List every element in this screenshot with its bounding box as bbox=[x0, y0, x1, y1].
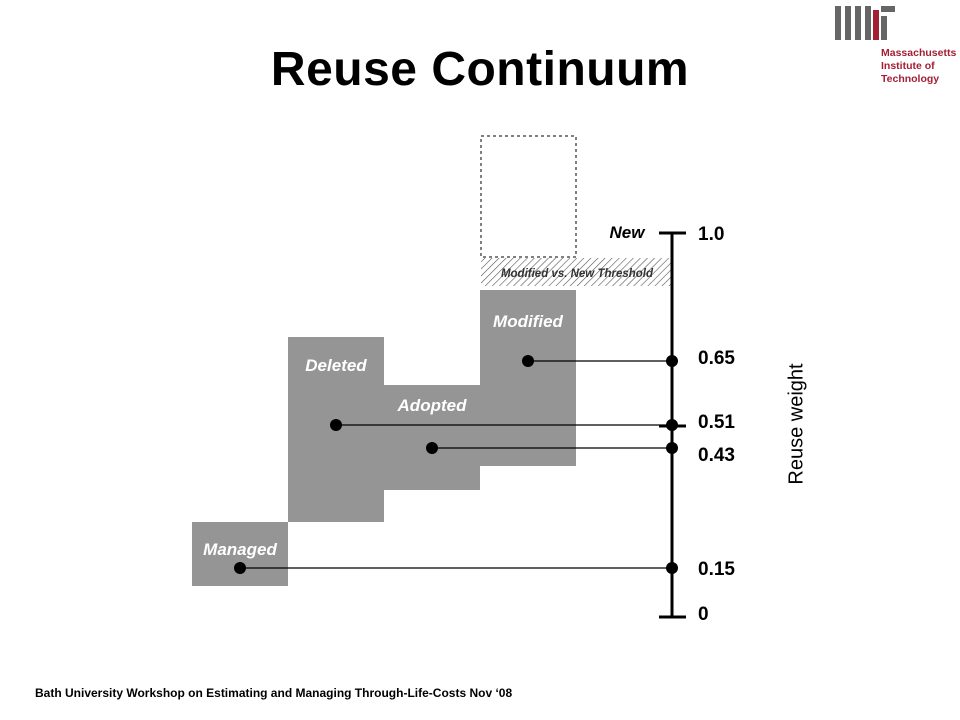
threshold-band bbox=[481, 258, 672, 286]
axis-dot-015 bbox=[666, 562, 678, 574]
managed-label: Managed bbox=[203, 540, 277, 559]
managed-box bbox=[192, 522, 288, 586]
weight-label-modified: 0.65 bbox=[698, 348, 735, 369]
threshold-label: Modified vs. New Threshold bbox=[501, 268, 654, 280]
axis-dot-051 bbox=[666, 419, 678, 431]
logo-line-1: Massachusetts bbox=[881, 47, 957, 59]
adopted-dot bbox=[426, 442, 438, 454]
weight-label-deleted: 0.51 bbox=[698, 412, 735, 433]
modified-box bbox=[480, 290, 576, 466]
deleted-label: Deleted bbox=[305, 356, 367, 375]
weight-label-managed: 0.15 bbox=[698, 559, 735, 580]
axis-dot-043 bbox=[666, 442, 678, 454]
modified-label: Modified bbox=[493, 312, 563, 331]
adopted-box bbox=[384, 385, 480, 490]
adopted-label: Adopted bbox=[397, 396, 468, 415]
weight-label-adopted: 0.43 bbox=[698, 445, 735, 466]
mit-logo bbox=[835, 6, 895, 40]
deleted-dot bbox=[330, 419, 342, 431]
logo-line-2: Institute of bbox=[881, 60, 935, 72]
new-label: New bbox=[610, 223, 647, 242]
logo-line-3: Technology bbox=[881, 73, 940, 85]
tick-label-0: 0 bbox=[698, 604, 709, 625]
page-title: Reuse Continuum bbox=[270, 43, 690, 96]
modified-dot bbox=[522, 355, 534, 367]
mit-logo-text: Massachusetts Institute of Technology bbox=[881, 47, 956, 86]
axis-dot-065 bbox=[666, 355, 678, 367]
tick-label-1: 1.0 bbox=[698, 224, 724, 245]
axis-label: Reuse weight bbox=[785, 363, 808, 485]
footer-text: Bath University Workshop on Estimating a… bbox=[35, 686, 513, 700]
managed-dot bbox=[234, 562, 246, 574]
new-box bbox=[480, 135, 577, 258]
